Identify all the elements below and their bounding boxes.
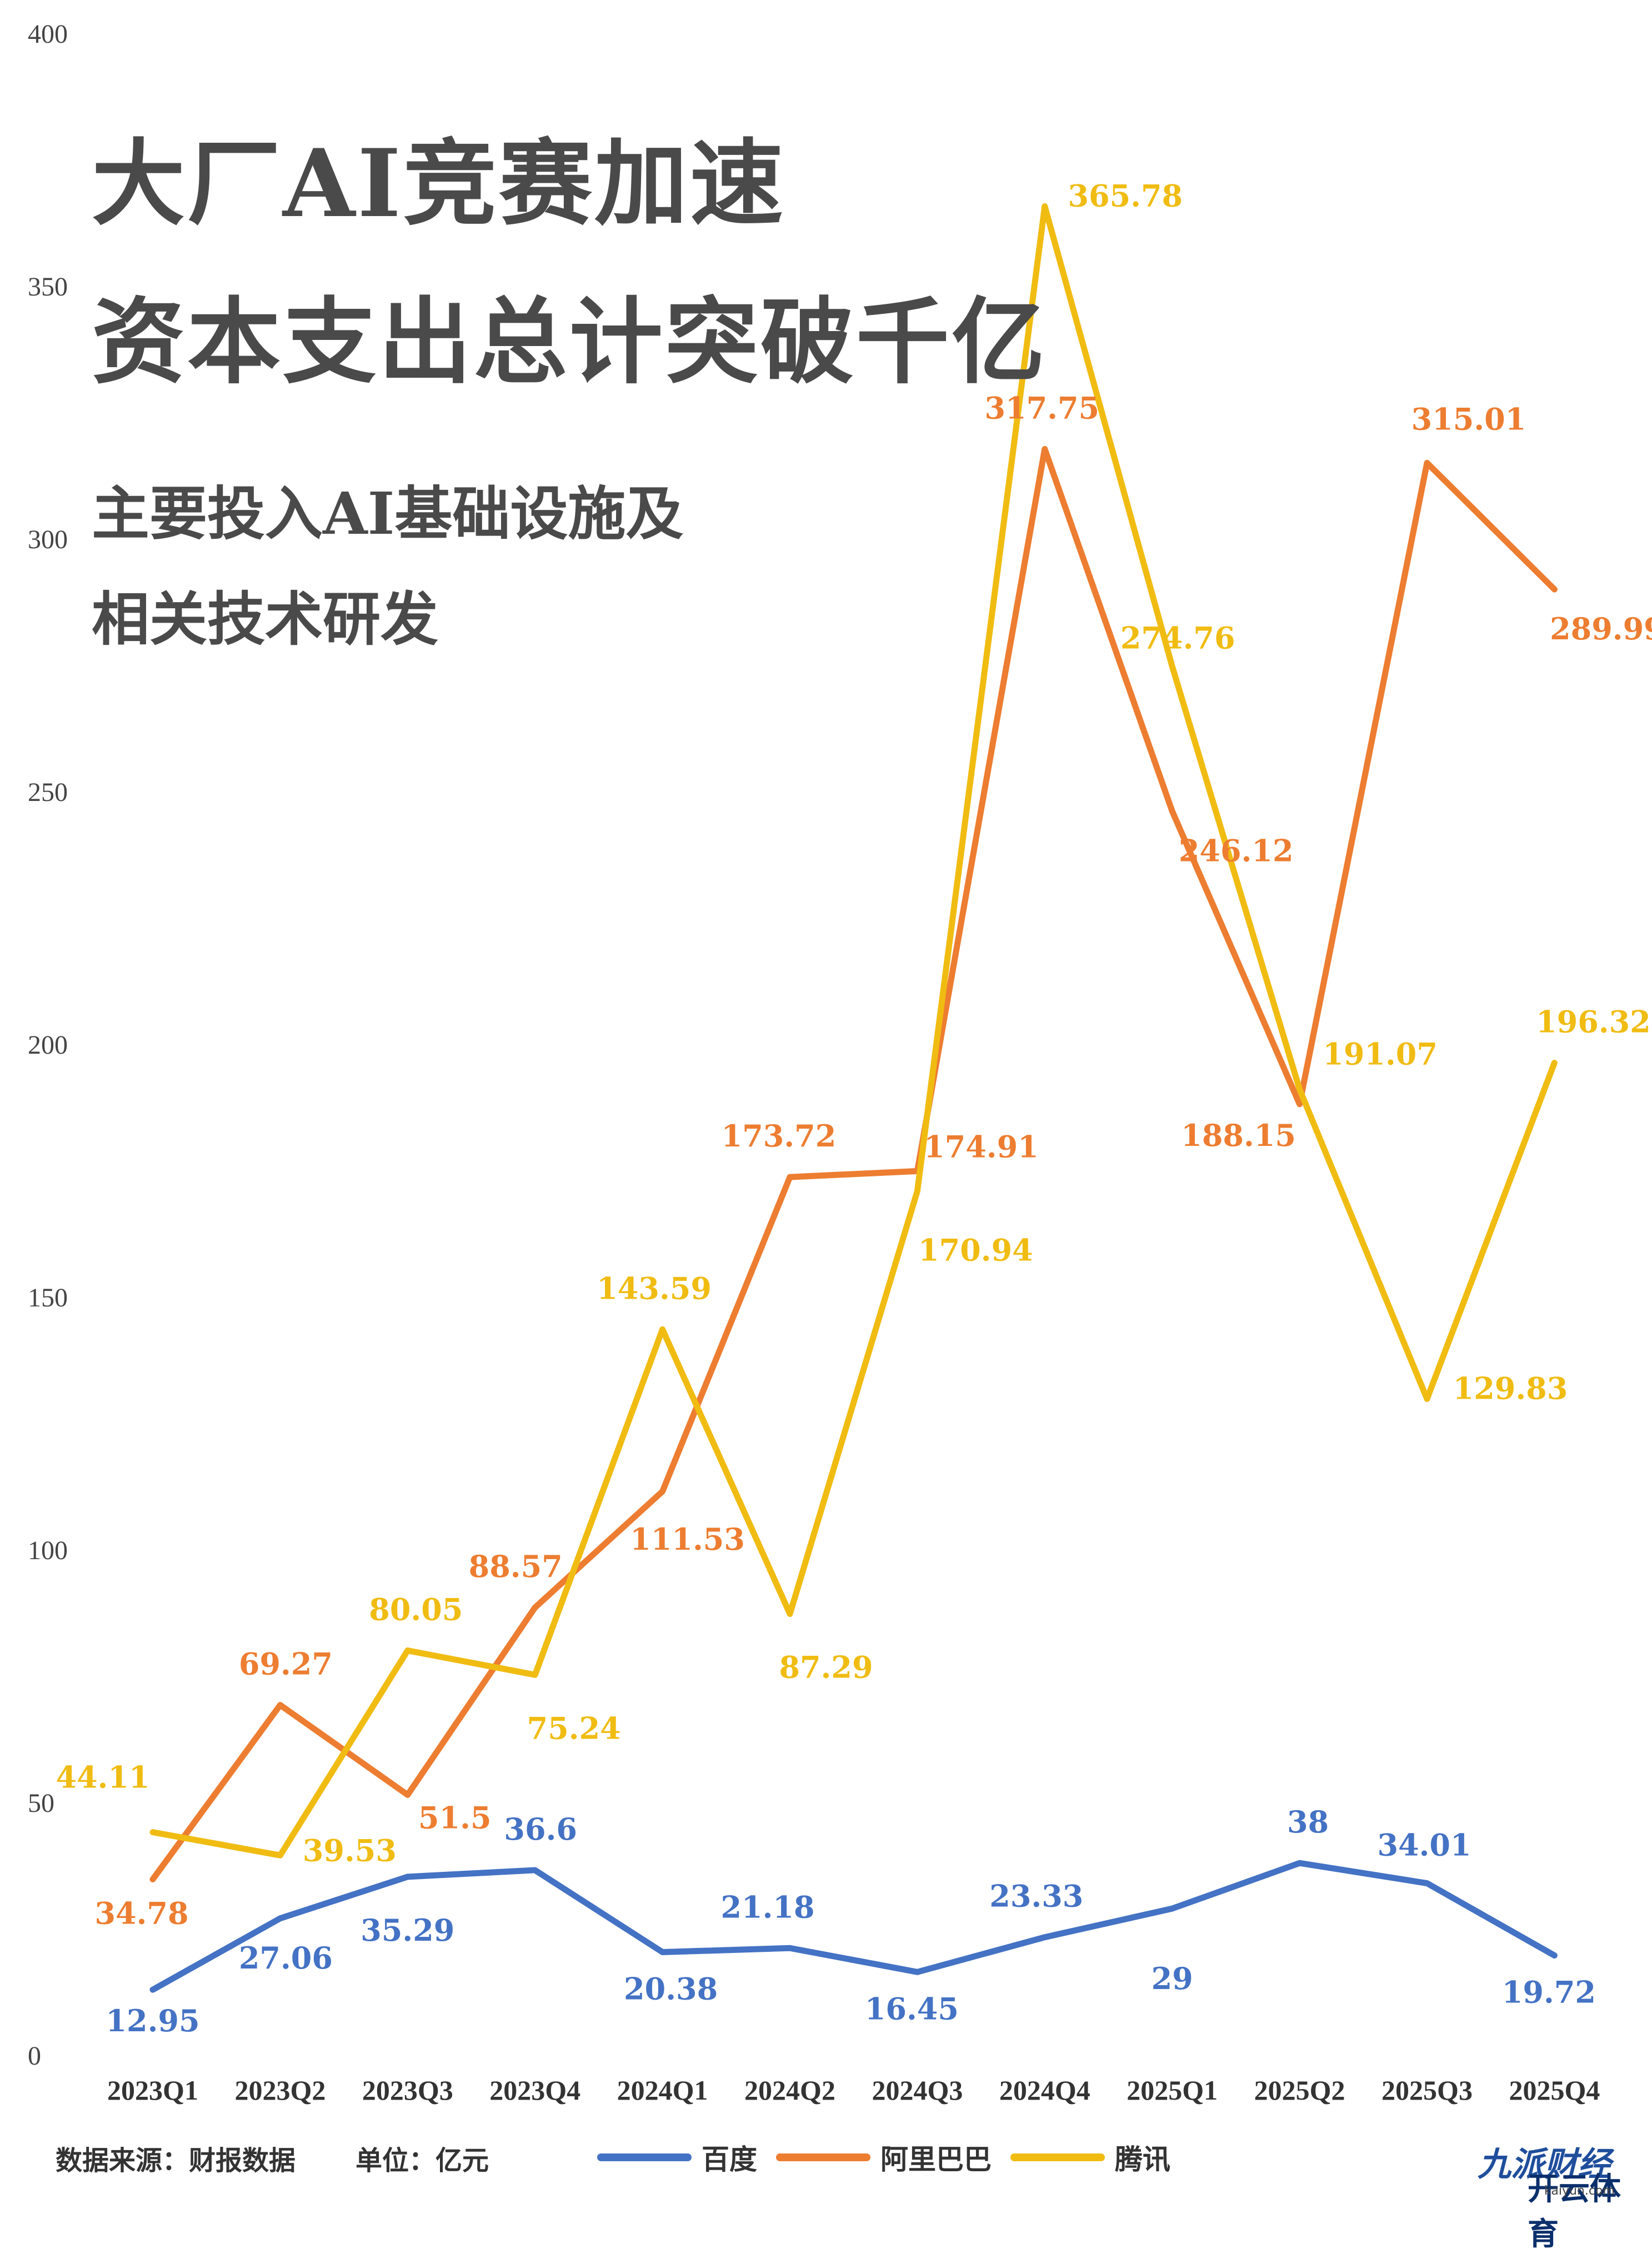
logo-text: 九派财经	[1478, 2145, 1611, 2184]
data-label: 143.59	[597, 1270, 712, 1306]
legend-swatch-baidu	[597, 2153, 692, 2161]
subheadline-line-1: 主要投入AI基础设施及	[92, 479, 684, 548]
y-tick-label: 350	[28, 272, 68, 302]
data-label: 173.72	[722, 1118, 837, 1154]
x-tick-label: 2024Q2	[744, 2075, 835, 2106]
legend-label-alibaba: 阿里巴巴	[880, 2143, 992, 2176]
y-tick-label: 300	[28, 525, 68, 554]
data-label: 365.78	[1068, 178, 1183, 213]
data-label: 12.95	[106, 2003, 199, 2038]
data-label: 191.07	[1323, 1036, 1438, 1071]
data-label: 87.29	[779, 1650, 873, 1685]
data-label: 88.57	[469, 1549, 563, 1584]
legend-swatch-alibaba	[776, 2153, 870, 2161]
data-label: 19.72	[1502, 1975, 1596, 2010]
data-label: 196.32	[1536, 1004, 1651, 1039]
y-tick-label: 400	[28, 19, 68, 49]
legend-item-baidu: 百度	[597, 2137, 757, 2177]
data-label: 38	[1287, 1804, 1329, 1840]
series-line-1	[149, 445, 1558, 1883]
x-tick-label: 2023Q3	[362, 2075, 453, 2106]
chart-legend: 百度 阿里巴巴 腾讯	[597, 2137, 1189, 2177]
data-label: 34.78	[94, 1896, 188, 1931]
x-tick-label: 2024Q3	[872, 2075, 963, 2106]
data-label: 129.83	[1453, 1371, 1568, 1406]
subheadline-line-2: 相关技术研发	[92, 585, 439, 653]
data-label: 69.27	[239, 1646, 333, 1682]
data-source: 数据来源：财报数据	[56, 2145, 296, 2176]
data-label: 35.29	[361, 1912, 454, 1948]
logo-url: kaiyun.com	[1544, 2184, 1615, 2198]
legend-item-tencent: 腾讯	[1010, 2137, 1170, 2177]
legend-item-alibaba: 阿里巴巴	[776, 2137, 992, 2177]
x-tick-label: 2024Q4	[999, 2075, 1090, 2106]
data-label: 23.33	[989, 1879, 1083, 1914]
legend-label-tencent: 腾讯	[1115, 2143, 1170, 2176]
y-tick-label: 250	[28, 778, 68, 807]
data-label: 80.05	[369, 1592, 463, 1627]
x-tick-label: 2023Q1	[107, 2075, 198, 2106]
x-tick-label: 2024Q1	[617, 2075, 708, 2106]
data-label: 34.01	[1377, 1827, 1471, 1863]
data-label: 21.18	[720, 1889, 814, 1925]
data-label: 29	[1152, 1961, 1193, 1996]
data-label: 27.06	[239, 1940, 333, 1976]
data-label: 188.15	[1181, 1118, 1296, 1153]
series-line-2	[149, 203, 1558, 1859]
data-label: 111.53	[630, 1521, 745, 1557]
data-label: 246.12	[1179, 833, 1294, 868]
x-tick-label: 2025Q1	[1127, 2075, 1218, 2106]
logo-overlay-text: 开云体育	[1528, 2171, 1621, 2252]
x-tick-label: 2025Q4	[1509, 2075, 1600, 2106]
y-tick-label: 150	[28, 1283, 68, 1313]
data-label: 51.5	[418, 1800, 492, 1835]
headline-line-1: 大厂AI竞赛加速	[92, 128, 785, 238]
data-label: 317.75	[984, 390, 1099, 425]
y-tick-label: 200	[28, 1030, 68, 1060]
x-tick-label: 2025Q3	[1381, 2075, 1473, 2106]
data-label: 315.01	[1411, 401, 1526, 437]
data-label: 174.91	[924, 1129, 1039, 1164]
y-tick-label: 0	[28, 2041, 41, 2071]
data-label: 36.6	[504, 1811, 577, 1847]
data-label: 44.11	[56, 1760, 149, 1795]
data-label: 16.45	[865, 1991, 959, 2026]
data-label: 39.53	[303, 1832, 397, 1868]
legend-label-baidu: 百度	[702, 2143, 757, 2176]
line-chart: 0 50 100 150 200 250 300 350 400 2023Q1 2023Q2 2023…	[28, 19, 1652, 2106]
x-tick-label: 2023Q4	[489, 2075, 580, 2106]
legend-swatch-tencent	[1010, 2153, 1105, 2161]
headline-line-2: 资本支出总计突破千亿	[92, 287, 1047, 397]
y-tick-label: 100	[28, 1536, 68, 1565]
unit-note: 单位：亿元	[356, 2145, 489, 2176]
data-label: 289.99	[1550, 611, 1652, 647]
brand-logo: 九派财经 开云体育 kaiyun.com	[1478, 2137, 1644, 2252]
x-tick-label: 2023Q2	[234, 2075, 326, 2106]
data-label: 20.38	[624, 1971, 718, 2007]
data-label: 274.76	[1120, 620, 1235, 656]
series-line-0	[149, 1860, 1558, 1993]
data-label: 75.24	[527, 1710, 621, 1746]
data-label: 170.94	[918, 1232, 1033, 1268]
x-tick-label: 2025Q2	[1254, 2075, 1345, 2106]
y-tick-label: 50	[28, 1789, 54, 1818]
